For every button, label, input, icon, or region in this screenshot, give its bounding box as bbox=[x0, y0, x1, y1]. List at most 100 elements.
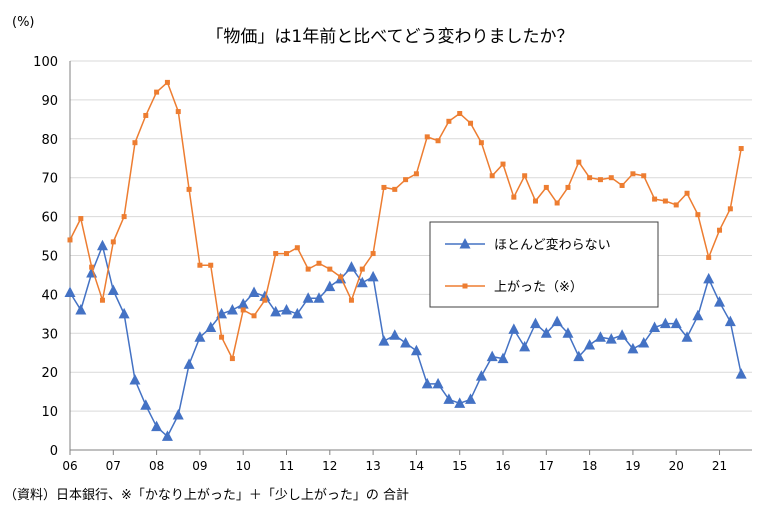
x-tick-label: 21 bbox=[712, 459, 727, 473]
data-point bbox=[281, 303, 293, 315]
x-tick-label: 08 bbox=[149, 459, 164, 473]
data-point bbox=[413, 171, 419, 177]
x-tick-label: 18 bbox=[582, 459, 597, 473]
data-point bbox=[576, 159, 582, 165]
x-tick-label: 07 bbox=[106, 459, 121, 473]
y-tick-label: 0 bbox=[50, 444, 58, 459]
data-point bbox=[262, 297, 268, 303]
chart-title: 「物価」は1年前と比べてどう変わりましたか？ bbox=[206, 27, 573, 47]
data-point bbox=[619, 182, 625, 188]
y-tick-labels: 0 10 20 30 40 50 60 70 80 90 100 bbox=[33, 55, 58, 459]
data-point bbox=[738, 146, 744, 152]
data-point bbox=[641, 173, 647, 179]
legend-box bbox=[429, 221, 659, 308]
data-point bbox=[597, 177, 603, 183]
x-tick-label: 19 bbox=[625, 459, 640, 473]
data-point bbox=[78, 216, 84, 222]
data-point bbox=[594, 331, 606, 342]
data-point bbox=[500, 161, 506, 167]
data-point bbox=[132, 140, 138, 146]
data-point bbox=[226, 303, 238, 315]
data-point bbox=[302, 292, 314, 303]
data-point bbox=[172, 408, 184, 420]
data-point bbox=[129, 373, 141, 385]
data-point bbox=[608, 175, 614, 181]
data-point bbox=[659, 317, 671, 329]
y-tick-label: 40 bbox=[41, 288, 58, 303]
y-axis-unit-label: (%) bbox=[12, 15, 35, 30]
data-point bbox=[175, 109, 181, 115]
x-tick-label: 15 bbox=[452, 459, 467, 473]
data-point bbox=[284, 251, 290, 257]
data-point bbox=[587, 175, 593, 181]
data-point bbox=[389, 329, 401, 340]
data-point bbox=[197, 262, 203, 268]
data-point bbox=[584, 338, 596, 350]
data-point bbox=[478, 140, 484, 146]
x-tick-labels: 06 07 08 09 10 11 12 13 14 15 16 17 18 19 20 21 bbox=[62, 459, 727, 473]
data-point bbox=[219, 334, 225, 340]
y-tick-label: 10 bbox=[41, 405, 58, 420]
data-point bbox=[532, 198, 538, 204]
data-point bbox=[240, 307, 246, 313]
data-point bbox=[378, 335, 390, 346]
data-point bbox=[294, 245, 300, 251]
x-tick-label: 12 bbox=[322, 459, 337, 473]
data-point bbox=[208, 262, 214, 268]
data-point bbox=[724, 315, 736, 327]
y-tick-label: 100 bbox=[33, 55, 58, 70]
data-point bbox=[356, 276, 368, 288]
data-point bbox=[652, 196, 658, 202]
data-point bbox=[96, 239, 108, 251]
data-point bbox=[432, 377, 444, 389]
y-tick-label: 60 bbox=[41, 211, 58, 226]
data-point bbox=[662, 198, 668, 204]
series-1 bbox=[64, 239, 747, 441]
y-tick-label: 70 bbox=[41, 172, 58, 187]
data-point bbox=[67, 237, 73, 243]
data-point bbox=[251, 313, 257, 319]
x-tick-label: 13 bbox=[365, 459, 380, 473]
data-point bbox=[446, 118, 452, 124]
data-point bbox=[110, 239, 116, 245]
data-point bbox=[161, 430, 173, 441]
gridlines bbox=[70, 60, 752, 412]
data-point bbox=[89, 264, 95, 270]
legend-label: ほとんど変わらない bbox=[494, 237, 611, 253]
data-point bbox=[489, 173, 495, 179]
data-point bbox=[324, 280, 336, 292]
data-point bbox=[630, 171, 636, 177]
data-point bbox=[143, 112, 149, 118]
data-point bbox=[316, 260, 322, 266]
data-point bbox=[435, 138, 441, 144]
data-point bbox=[205, 321, 217, 332]
data-point bbox=[714, 296, 726, 307]
data-point bbox=[684, 190, 690, 196]
data-point bbox=[540, 327, 552, 338]
data-point bbox=[554, 200, 560, 206]
data-point bbox=[717, 227, 723, 233]
data-point bbox=[565, 184, 571, 190]
data-point bbox=[424, 134, 430, 140]
series-2 bbox=[67, 79, 744, 362]
data-point bbox=[410, 344, 422, 356]
data-point bbox=[508, 323, 520, 334]
data-point bbox=[367, 270, 379, 282]
data-point bbox=[695, 212, 701, 218]
y-tick-label: 30 bbox=[41, 327, 58, 342]
data-point bbox=[519, 340, 531, 352]
data-point bbox=[475, 370, 487, 381]
x-tick-label: 11 bbox=[279, 459, 294, 473]
y-tick-label: 80 bbox=[41, 133, 58, 148]
data-point bbox=[400, 337, 412, 348]
x-tick-label: 16 bbox=[495, 459, 510, 473]
data-point bbox=[703, 272, 715, 284]
x-tick-label: 10 bbox=[236, 459, 251, 473]
x-tick-label: 17 bbox=[539, 459, 554, 473]
legend-label: 上がった（※） bbox=[494, 280, 583, 295]
data-point bbox=[270, 305, 282, 317]
data-point bbox=[370, 251, 376, 257]
series-group bbox=[64, 79, 747, 441]
data-point bbox=[468, 120, 474, 126]
data-point bbox=[627, 342, 639, 354]
